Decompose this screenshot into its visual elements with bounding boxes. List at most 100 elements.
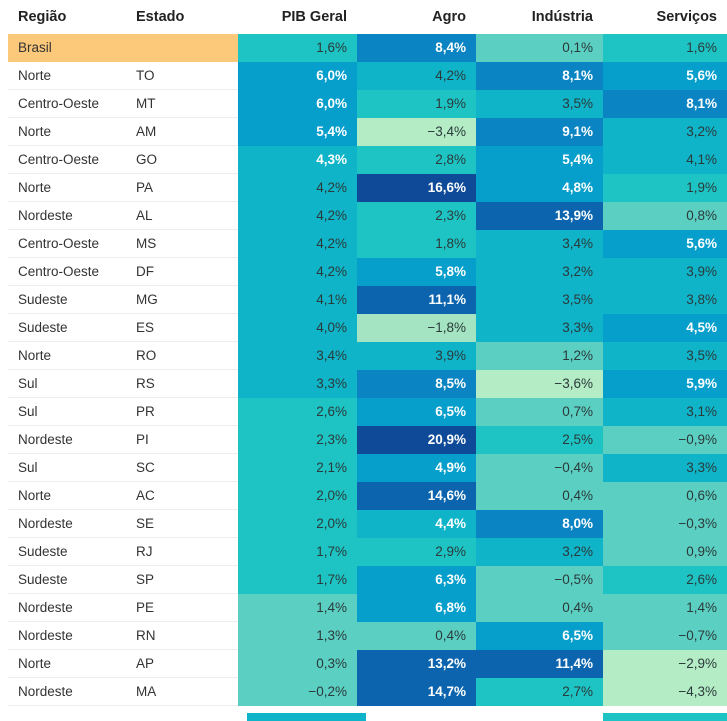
cell-agro: 11,1% <box>357 285 476 314</box>
cell-regiao: Sul <box>8 453 126 482</box>
cell-agro: 5,8% <box>357 257 476 286</box>
cell-regiao: Norte <box>8 341 126 370</box>
cell-agro: 1,9% <box>357 89 476 118</box>
cell-estado: SE <box>126 509 238 538</box>
cell-estado: AL <box>126 201 238 230</box>
cell-servicos: −0,7% <box>603 621 727 650</box>
cell-servicos: 3,5% <box>603 341 727 370</box>
cell-agro: 1,8% <box>357 229 476 258</box>
cell-estado: MT <box>126 89 238 118</box>
cell-pib: −0,2% <box>238 677 357 706</box>
cell-regiao: Brasil <box>8 34 126 62</box>
cell-regiao: Centro-Oeste <box>8 89 126 118</box>
cell-servicos: −4,3% <box>603 677 727 706</box>
column-header-servicos[interactable]: Serviços <box>603 0 727 34</box>
cell-pib: 1,3% <box>238 621 357 650</box>
cell-servicos: 3,3% <box>603 453 727 482</box>
cell-pib: 2,3% <box>238 425 357 454</box>
table-row: Nordeste AL 4,2% 2,3% 13,9% 0,8% <box>8 201 727 230</box>
cell-estado: SC <box>126 453 238 482</box>
cell-pib: 1,7% <box>238 565 357 594</box>
cell-agro: 20,9% <box>357 425 476 454</box>
cell-industria: 6,5% <box>476 621 603 650</box>
cell-regiao: Sudeste <box>8 285 126 314</box>
cell-pib: 4,2% <box>238 229 357 258</box>
cell-industria: 0,7% <box>476 397 603 426</box>
cell-regiao: Nordeste <box>8 593 126 622</box>
column-header-estado[interactable]: Estado <box>126 0 238 34</box>
column-header-agro[interactable]: Agro <box>357 0 476 34</box>
cell-regiao: Norte <box>8 173 126 202</box>
agro-column-bottom-strip <box>247 713 366 721</box>
cell-servicos: 3,9% <box>603 257 727 286</box>
cell-agro: 14,7% <box>357 677 476 706</box>
cell-servicos: −0,9% <box>603 425 727 454</box>
cell-agro: 13,2% <box>357 649 476 678</box>
table-row: Centro-Oeste DF 4,2% 5,8% 3,2% 3,9% <box>8 257 727 286</box>
cell-industria: 8,1% <box>476 61 603 90</box>
cell-servicos: 1,4% <box>603 593 727 622</box>
cell-industria: 4,8% <box>476 173 603 202</box>
cell-regiao: Sul <box>8 397 126 426</box>
cell-estado: PR <box>126 397 238 426</box>
cell-regiao: Centro-Oeste <box>8 145 126 174</box>
table-row: Nordeste RN 1,3% 0,4% 6,5% −0,7% <box>8 621 727 650</box>
cell-pib: 1,4% <box>238 593 357 622</box>
cell-estado: MS <box>126 229 238 258</box>
cell-regiao: Norte <box>8 481 126 510</box>
column-header-industria[interactable]: Indústria <box>476 0 603 34</box>
cell-estado: MA <box>126 677 238 706</box>
cell-estado: RO <box>126 341 238 370</box>
table-row: Centro-Oeste MS 4,2% 1,8% 3,4% 5,6% <box>8 229 727 258</box>
gdp-heatmap-table: Região Estado PIB Geral Agro Indústria S… <box>8 0 727 706</box>
cell-agro: 14,6% <box>357 481 476 510</box>
cell-pib: 1,6% <box>238 34 357 62</box>
cell-servicos: 8,1% <box>603 89 727 118</box>
cell-servicos: 4,1% <box>603 145 727 174</box>
cell-industria: −0,4% <box>476 453 603 482</box>
cell-servicos: 3,2% <box>603 117 727 146</box>
cell-industria: 8,0% <box>476 509 603 538</box>
cell-agro: 6,3% <box>357 565 476 594</box>
cell-servicos: 0,6% <box>603 481 727 510</box>
cell-servicos: −2,9% <box>603 649 727 678</box>
column-header-pib-geral[interactable]: PIB Geral <box>238 0 357 34</box>
cell-estado: PI <box>126 425 238 454</box>
cell-industria: 0,4% <box>476 593 603 622</box>
cell-estado: SP <box>126 565 238 594</box>
cell-regiao: Sul <box>8 369 126 398</box>
cell-industria: −3,6% <box>476 369 603 398</box>
cell-industria: 3,3% <box>476 313 603 342</box>
table-row: Norte AC 2,0% 14,6% 0,4% 0,6% <box>8 481 727 510</box>
table-row: Brasil 1,6% 8,4% 0,1% 1,6% <box>8 34 727 62</box>
cell-pib: 6,0% <box>238 89 357 118</box>
table-row: Sul SC 2,1% 4,9% −0,4% 3,3% <box>8 453 727 482</box>
cell-servicos: 1,6% <box>603 34 727 62</box>
cell-industria: 0,4% <box>476 481 603 510</box>
cell-servicos: 2,6% <box>603 565 727 594</box>
cell-agro: −1,8% <box>357 313 476 342</box>
table-row: Sul PR 2,6% 6,5% 0,7% 3,1% <box>8 397 727 426</box>
cell-industria: 3,5% <box>476 285 603 314</box>
table-body: Brasil 1,6% 8,4% 0,1% 1,6% Norte TO 6,0% 4,2% 8,1… <box>8 34 727 706</box>
cell-estado: PA <box>126 173 238 202</box>
cell-industria: 2,5% <box>476 425 603 454</box>
cell-agro: 6,5% <box>357 397 476 426</box>
cell-estado: PE <box>126 593 238 622</box>
cell-regiao: Sudeste <box>8 313 126 342</box>
cell-agro: 4,4% <box>357 509 476 538</box>
table-row: Sul RS 3,3% 8,5% −3,6% 5,9% <box>8 369 727 398</box>
cell-pib: 1,7% <box>238 537 357 566</box>
column-header-regiao[interactable]: Região <box>8 0 126 34</box>
cell-regiao: Sudeste <box>8 537 126 566</box>
cell-pib: 6,0% <box>238 61 357 90</box>
cell-pib: 4,3% <box>238 145 357 174</box>
cell-agro: 2,8% <box>357 145 476 174</box>
table-row: Norte PA 4,2% 16,6% 4,8% 1,9% <box>8 173 727 202</box>
cell-pib: 2,6% <box>238 397 357 426</box>
table-row: Sudeste SP 1,7% 6,3% −0,5% 2,6% <box>8 565 727 594</box>
cell-industria: 11,4% <box>476 649 603 678</box>
cell-servicos: 4,5% <box>603 313 727 342</box>
cell-estado: GO <box>126 145 238 174</box>
